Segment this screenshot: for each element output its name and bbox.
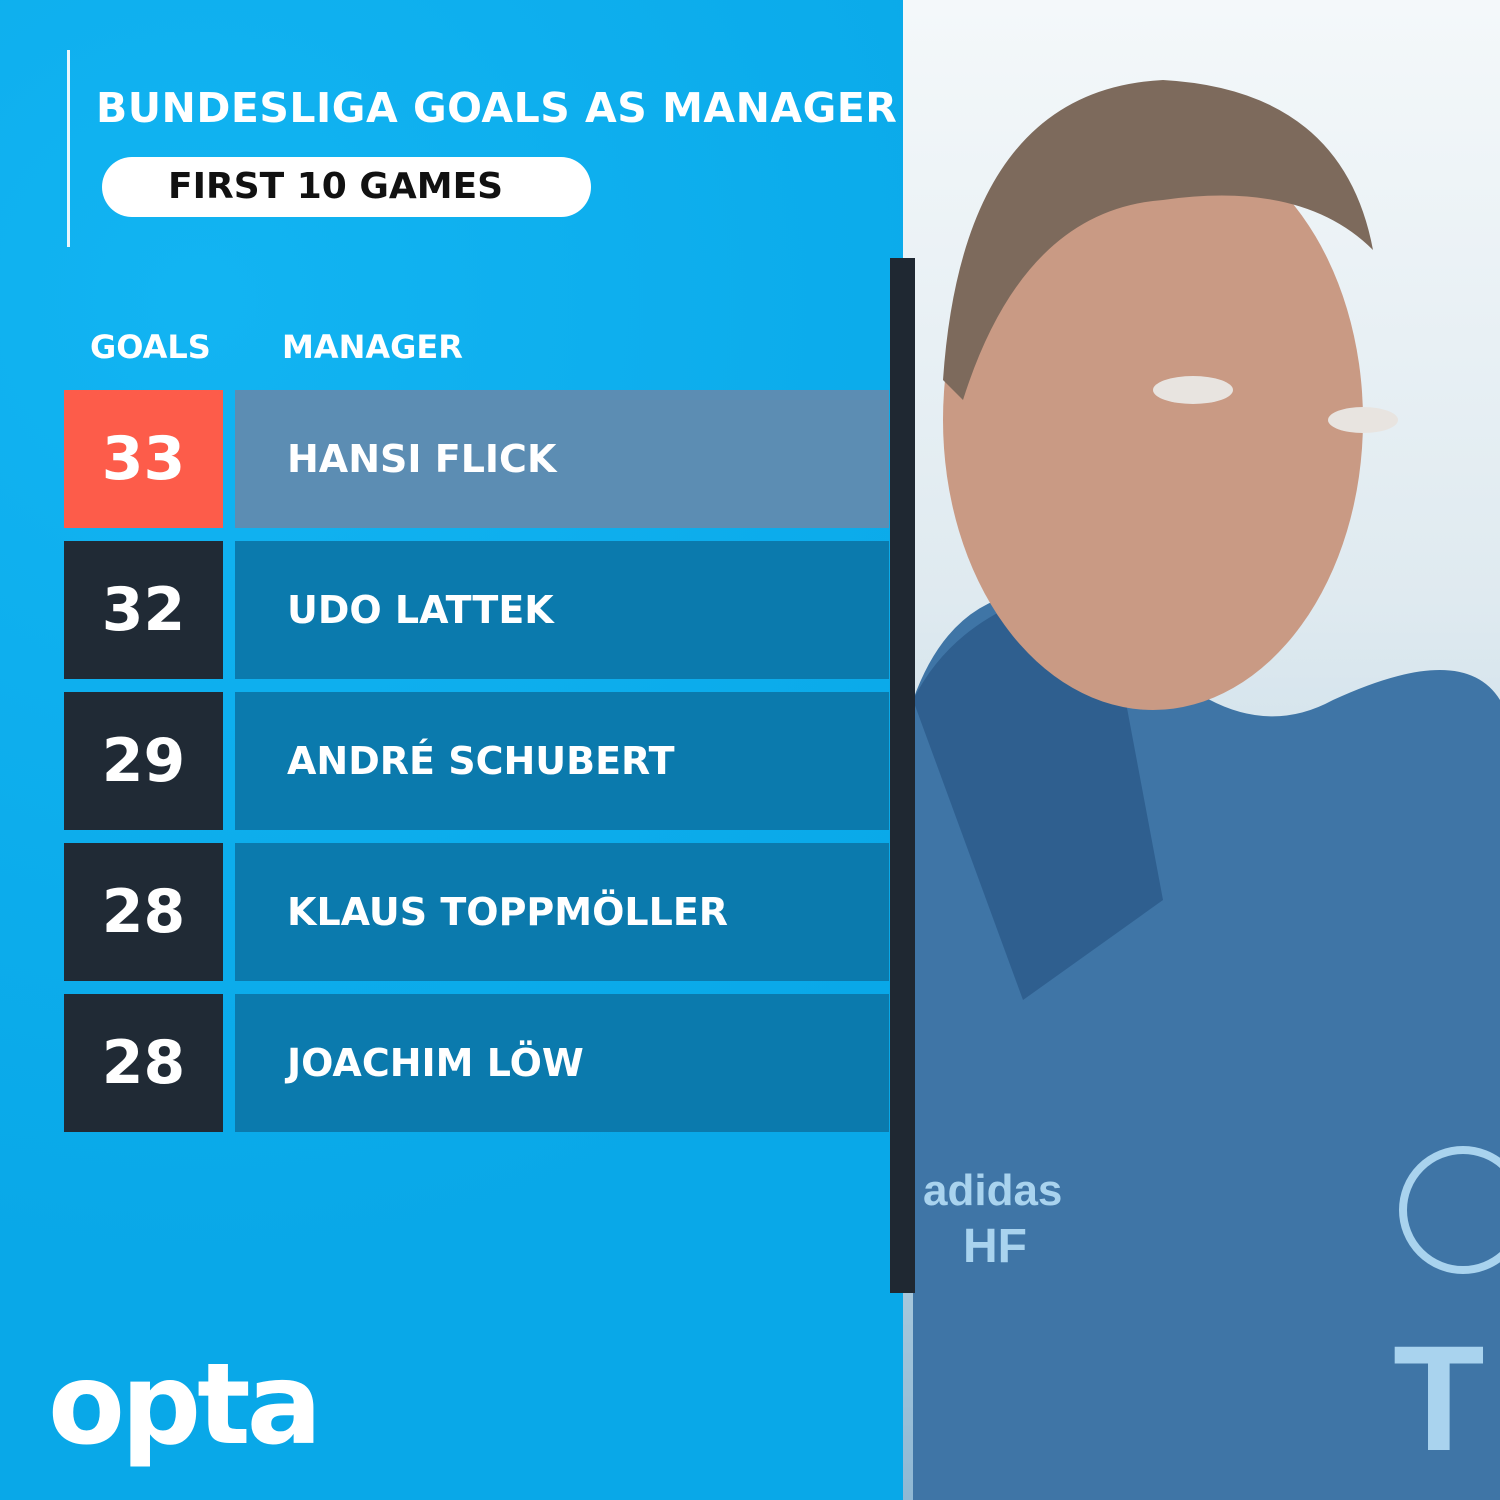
telekom-logo: T [1393, 1314, 1485, 1482]
manager-photo-illustration: adidas HF T [913, 80, 1500, 1500]
goals-value: 28 [64, 994, 223, 1132]
goals-value: 32 [64, 541, 223, 679]
column-header-goals: GOALS [90, 328, 211, 366]
divider-bar [890, 258, 915, 1293]
subtitle-pill: FIRST 10 GAMES [102, 157, 591, 217]
goals-value: 28 [64, 843, 223, 981]
table-row: 28 JOACHIM LÖW [64, 994, 889, 1132]
opta-logo: opta [48, 1340, 322, 1470]
table-row: 32 UDO LATTEK [64, 541, 889, 679]
goals-value: 33 [64, 390, 223, 528]
table-row: 29 ANDRÉ SCHUBERT [64, 692, 889, 830]
title-divider [67, 50, 70, 247]
page-title: BUNDESLIGA GOALS AS MANAGER [96, 84, 898, 132]
manager-name: HANSI FLICK [235, 390, 889, 528]
manager-name: KLAUS TOPPMÖLLER [235, 843, 889, 981]
table-row: 28 KLAUS TOPPMÖLLER [64, 843, 889, 981]
manager-photo: adidas HF T [903, 0, 1500, 1500]
goals-value: 29 [64, 692, 223, 830]
manager-name: ANDRÉ SCHUBERT [235, 692, 889, 830]
bayern-crest [1399, 1146, 1500, 1274]
manager-name: UDO LATTEK [235, 541, 889, 679]
manager-name: JOACHIM LÖW [235, 994, 889, 1132]
table-row: 33 HANSI FLICK [64, 390, 889, 528]
initials-hf: HF [963, 1220, 1027, 1273]
column-header-manager: MANAGER [282, 328, 463, 366]
adidas-logo: adidas [923, 1166, 1062, 1215]
